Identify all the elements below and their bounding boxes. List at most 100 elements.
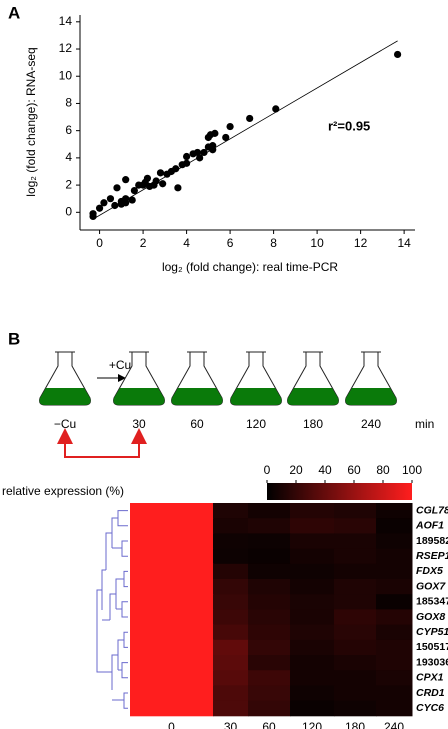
point [209,146,217,154]
heatmap-cell [248,639,291,656]
point [172,165,180,173]
heatmap-cell [130,685,214,702]
heatmap-cell [334,563,377,580]
heatmap-cell [213,685,249,702]
point [143,174,152,182]
flask-label: −Cu [54,417,76,431]
heatmap-cell [334,639,377,656]
heatmap-cell [130,670,214,686]
y-tick-label: 2 [65,177,72,191]
heatmap-cell [334,609,377,626]
heatmap-cell [248,624,291,641]
colorbar-tick-label: 0 [264,463,271,477]
flask-liquid [287,388,339,405]
heatmap-cell [213,563,249,580]
heatmap-cell [213,579,249,595]
heatmap-cell [248,579,291,595]
heatmap-cell [130,609,214,626]
heatmap-cell [130,503,214,519]
point [174,184,182,192]
heatmap-cell [376,685,413,702]
heatmap-cell [376,639,413,656]
heatmap-cell [334,503,377,519]
heatmap-cell [213,624,249,641]
colorbar-tick-label: 80 [376,463,390,477]
row-label: RSEP1 [416,550,448,562]
annotation: r²=0.95 [328,118,370,133]
flask-liquid [113,388,165,405]
x-tick-label: 8 [270,236,277,250]
heatmap-cell [290,685,335,702]
x-tick-label: 14 [397,236,411,250]
heatmap-cell [290,533,335,550]
point [211,129,219,137]
heatmap-cell [248,655,291,671]
x-tick-label: 180 [345,720,365,729]
heatmap-cell [334,700,377,717]
heatmap-cell [213,639,249,656]
heatmap-cell [248,670,291,686]
trend-line [92,40,398,220]
colorbar-tick-label: 60 [347,463,361,477]
scatter-panel: log₂ (fold change): real time-PCR log₂ (… [24,47,370,274]
heatmap-cell [130,700,214,717]
flask-label: 180 [303,417,323,431]
point [159,180,167,188]
colorbar-tick-label: 100 [402,463,422,477]
colorbar [267,483,412,500]
heatmap-cell [130,579,214,595]
heatmap-cell [334,670,377,686]
flask-liquid [230,388,282,405]
heatmap-cell [290,609,335,626]
heatmap-cell [376,609,413,626]
heatmap-cell [130,563,214,580]
flask-liquid [171,388,223,405]
heatmap-cell [130,518,214,534]
heatmap-cell [290,639,335,656]
heatmap-cell [334,533,377,550]
heatmap-cell [334,548,377,565]
colorbar-tick-label: 20 [289,463,303,477]
row-label: FDX5 [416,565,443,577]
flask-label: 60 [190,417,204,431]
colorbar-label: relative expression (%) [2,484,124,498]
heatmap-cell [213,533,249,550]
heatmap-cell [334,518,377,534]
x-tick-label: 120 [302,720,322,729]
heatmap-cell [376,548,413,565]
heatmap-cell [248,594,291,610]
point [226,122,234,131]
heatmap-cell [130,655,214,671]
row-label: CYP51G1 [416,626,448,638]
heatmap-cell [248,503,291,519]
heatmap-cell [130,624,214,641]
row-label: GOX7 [416,580,446,592]
point [193,148,202,157]
heatmap-cell [248,609,291,626]
y-tick-label: 4 [65,150,72,164]
row-label: CRD1 [416,687,445,699]
x-tick-label: 0 [168,720,175,729]
heatmap-cell [130,548,214,565]
point [200,148,208,157]
point [111,201,119,210]
point [196,154,204,162]
point [122,176,130,184]
point [182,159,191,167]
y-tick-label: 14 [59,14,73,28]
heatmap-cell [376,670,413,686]
heatmap-cell [334,624,377,641]
x-tick-label: 30 [224,720,238,729]
heatmap-cell [248,548,291,565]
y-tick-label: 10 [59,68,73,82]
point [95,204,104,212]
heatmap-cell [290,594,335,610]
treatment-label: +Cu [109,358,131,372]
point [100,199,108,207]
point [128,196,136,204]
dendrogram [96,510,128,709]
point [182,152,191,161]
heatmap-cell [334,655,377,671]
row-label: 189582 [416,535,448,547]
